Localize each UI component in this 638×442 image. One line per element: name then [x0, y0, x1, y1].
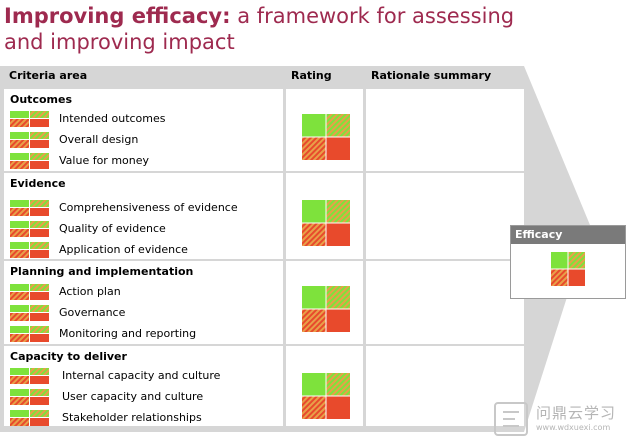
criteria-rating-icon: [10, 132, 49, 148]
red-quadrant: [326, 223, 350, 246]
rationale-cell: [366, 261, 524, 344]
criteria-cell: [4, 261, 283, 344]
criteria-item-label: Comprehensiveness of evidence: [59, 201, 238, 214]
criteria-rating-icon: [10, 410, 49, 426]
amber-green-quadrant: [326, 373, 350, 396]
criteria-rating-icon: [10, 284, 49, 300]
watermark-logo: [494, 402, 528, 436]
group-title: Outcomes: [10, 93, 72, 106]
red-quadrant: [568, 269, 585, 286]
criteria-rating-icon: [10, 389, 49, 405]
criteria-cell: [4, 89, 283, 171]
group-title: Capacity to deliver: [10, 350, 127, 363]
criteria-item-label: Monitoring and reporting: [59, 327, 197, 340]
group-rating-icon: [302, 286, 350, 332]
criteria-rating-icon: [10, 221, 49, 237]
watermark-url: www.wdxuexi.com: [536, 423, 611, 432]
red-quadrant: [326, 137, 350, 160]
page-title: Improving efficacy: a framework for asse…: [4, 3, 604, 55]
title-line2: and improving impact: [4, 30, 235, 54]
criteria-rating-icon: [10, 200, 49, 216]
amber-green-quadrant: [326, 286, 350, 309]
green-quadrant: [302, 114, 326, 137]
criteria-rating-icon: [10, 368, 49, 384]
group-rating-icon: [302, 114, 350, 160]
criteria-item-label: User capacity and culture: [62, 390, 204, 403]
group-rating-icon: [302, 200, 350, 246]
rationale-cell: [366, 89, 524, 171]
criteria-item-label: Action plan: [59, 285, 121, 298]
criteria-item-label: Internal capacity and culture: [62, 369, 221, 382]
efficacy-label: Efficacy: [511, 226, 625, 244]
criteria-cell: [4, 173, 283, 259]
criteria-rating-icon: [10, 242, 49, 258]
amber-red-quadrant: [302, 309, 326, 332]
column-header-criteria: Criteria area: [4, 66, 283, 86]
criteria-item-label: Value for money: [59, 154, 150, 167]
green-quadrant: [302, 286, 326, 309]
amber-green-quadrant: [326, 114, 350, 137]
amber-red-quadrant: [551, 269, 568, 286]
amber-green-quadrant: [326, 200, 350, 223]
green-quadrant: [302, 200, 326, 223]
green-quadrant: [551, 252, 568, 269]
amber-red-quadrant: [302, 137, 326, 160]
rationale-cell: [366, 346, 524, 426]
criteria-rating-icon: [10, 111, 49, 127]
group-title: Evidence: [10, 177, 66, 190]
red-quadrant: [326, 396, 350, 419]
column-header-rationale: Rationale summary: [366, 66, 524, 86]
rationale-cell: [366, 173, 524, 259]
criteria-item-label: Quality of evidence: [59, 222, 166, 235]
efficacy-box: Efficacy: [510, 225, 626, 299]
efficacy-rating-icon: [551, 252, 585, 286]
amber-green-quadrant: [568, 252, 585, 269]
criteria-item-label: Application of evidence: [59, 243, 188, 256]
criteria-rating-icon: [10, 153, 49, 169]
title-rest: a framework for assessing: [230, 4, 515, 28]
title-bold: Improving efficacy:: [4, 4, 231, 28]
criteria-item-label: Overall design: [59, 133, 139, 146]
red-quadrant: [326, 309, 350, 332]
watermark-text: 问鼎云学习: [536, 404, 617, 422]
amber-red-quadrant: [302, 223, 326, 246]
green-quadrant: [302, 373, 326, 396]
criteria-cell: [4, 346, 283, 426]
group-rating-icon: [302, 373, 350, 419]
criteria-rating-icon: [10, 326, 49, 342]
criteria-item-label: Intended outcomes: [59, 112, 166, 125]
criteria-rating-icon: [10, 305, 49, 321]
group-title: Planning and implementation: [10, 265, 194, 278]
amber-red-quadrant: [302, 396, 326, 419]
criteria-item-label: Governance: [59, 306, 126, 319]
criteria-item-label: Stakeholder relationships: [62, 411, 202, 424]
column-header-rating: Rating: [286, 66, 363, 86]
